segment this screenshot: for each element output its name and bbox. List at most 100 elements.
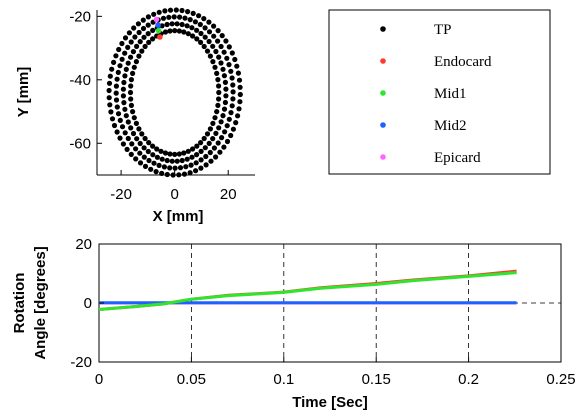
x-tick-label: 0.05 (177, 371, 206, 388)
tp-point (154, 154, 160, 160)
legend-label: Endocard (434, 54, 492, 70)
tp-point (216, 125, 222, 131)
tp-point (119, 124, 126, 130)
tp-point (119, 40, 125, 47)
tp-point (113, 83, 119, 89)
tp-point (133, 146, 139, 152)
legend-items: TP Endocard Mid1 Mid2 Epicard (380, 22, 492, 166)
tp-point (232, 56, 238, 63)
tp-point (176, 151, 182, 157)
legend: TP Endocard Mid1 Mid2 Epicard (328, 9, 551, 175)
x-tick-label: 0.1 (273, 371, 294, 388)
tp-point (150, 36, 156, 42)
tp-point (132, 34, 138, 40)
tp-point (126, 30, 132, 36)
tp-point (120, 86, 126, 92)
legend-marker (380, 90, 386, 96)
tp-point (179, 157, 185, 164)
tp-point (172, 28, 178, 34)
tp-point (190, 10, 196, 16)
tp-point (169, 21, 175, 27)
tp-point (233, 120, 239, 126)
legend-marker (380, 58, 386, 64)
tp-point (210, 59, 216, 65)
tp-point (210, 136, 216, 142)
tp-point (198, 165, 204, 171)
tp-point (211, 23, 217, 29)
tp-point (123, 66, 129, 72)
tp-point (133, 156, 139, 162)
tp-point (189, 154, 195, 160)
x-tick-label: 0.25 (546, 371, 575, 388)
tp-point (172, 151, 178, 157)
tp-point (212, 64, 218, 70)
tp-point (221, 49, 227, 55)
tp-point (208, 158, 214, 164)
tp-point (130, 109, 136, 115)
tp-point (160, 15, 167, 21)
tp-point (158, 148, 164, 154)
tp-point (128, 125, 134, 131)
tp-point (228, 68, 234, 74)
tp-point (128, 102, 134, 108)
tp-point (167, 28, 173, 34)
tp-point (217, 149, 223, 155)
tp-point (194, 143, 200, 149)
tp-point (193, 160, 199, 166)
scatter-ylabel: Y [mm] (15, 67, 32, 118)
layer-points (153, 16, 163, 40)
tp-point (167, 7, 174, 13)
tp-point (139, 48, 145, 54)
tp-point (106, 95, 112, 101)
tp-point (141, 145, 147, 151)
tp-point (133, 120, 139, 126)
tp-point (218, 119, 224, 125)
tp-point (167, 165, 173, 171)
tp-point (236, 106, 242, 112)
tp-point (207, 53, 213, 59)
tp-point (137, 150, 143, 156)
tp-point (222, 129, 228, 135)
y-tick-label: -20 (70, 354, 92, 371)
tp-point (137, 160, 144, 166)
tp-point (207, 126, 213, 132)
line-ylabel-2: Angle [degrees] (32, 246, 49, 359)
tp-point (140, 25, 147, 32)
tp-point (125, 135, 131, 142)
tp-point (206, 38, 212, 45)
tp-point (111, 59, 117, 65)
tp-point (172, 165, 178, 171)
tp-point (134, 43, 140, 50)
x-tick-label: 0.2 (458, 371, 479, 388)
tp-point (229, 50, 235, 56)
tp-point (122, 50, 128, 56)
tp-point (223, 38, 229, 44)
tp-point (167, 151, 173, 157)
tp-point (169, 158, 175, 164)
tp-point (162, 150, 169, 156)
tp-point (192, 19, 198, 25)
tp-point (154, 146, 160, 152)
tp-point (116, 46, 122, 53)
tp-point (156, 162, 162, 168)
tp-point (185, 31, 191, 37)
tp-point (107, 102, 113, 108)
tp-point (216, 54, 222, 60)
tp-point (142, 43, 148, 50)
legend-label: Mid2 (434, 118, 467, 134)
legend-box (328, 9, 551, 175)
layer-point (153, 16, 160, 23)
tp-point (226, 62, 232, 68)
tp-point (237, 99, 243, 105)
tp-point (236, 77, 243, 83)
tp-point (153, 169, 159, 175)
tp-point (224, 123, 230, 129)
tp-point (204, 48, 211, 54)
tp-point (203, 153, 209, 160)
x-tick-label: 20 (220, 186, 237, 203)
tp-point (106, 80, 113, 86)
tp-point (115, 111, 122, 117)
tp-point (150, 27, 156, 33)
